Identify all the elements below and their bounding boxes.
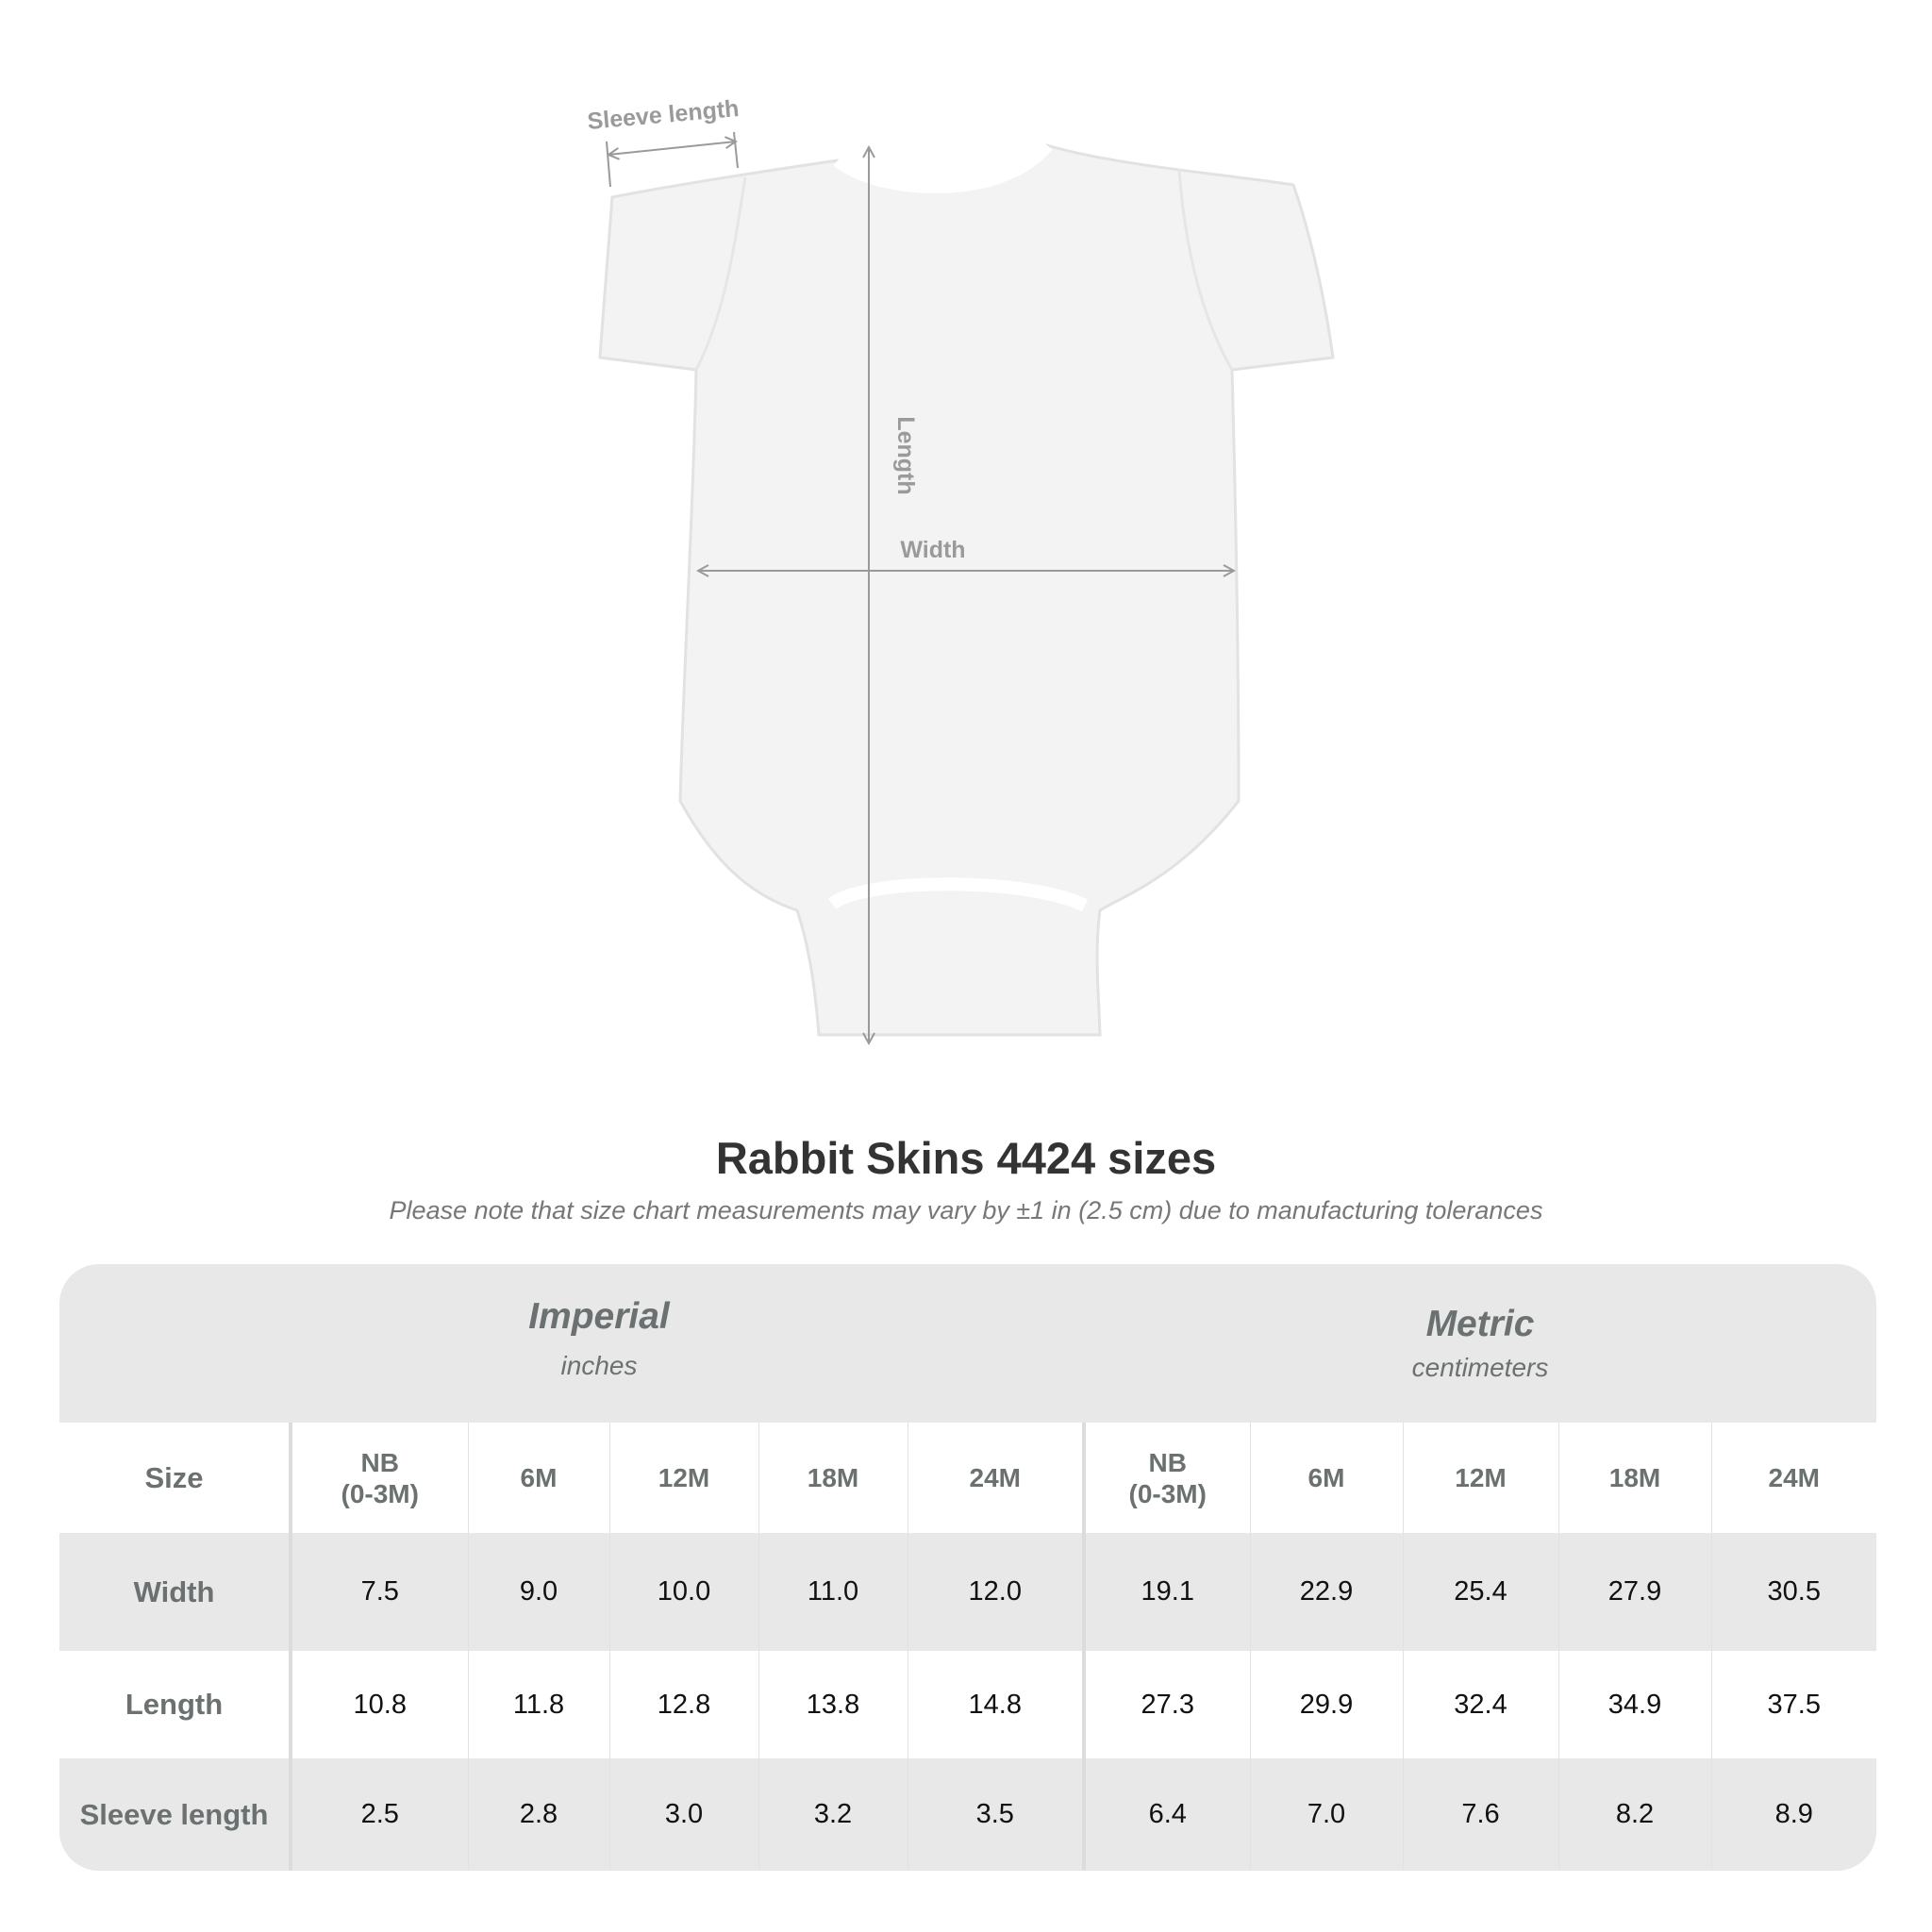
metric-value-cell: 25.4	[1402, 1533, 1558, 1651]
imperial-value-cell: 13.8	[758, 1651, 908, 1758]
size-header-row: Size NB (0-3M) 6M 12M 18M 24M NB (0-3M) 6M 12M 18…	[59, 1423, 1876, 1533]
imperial-value-cell: 3.0	[608, 1758, 758, 1871]
size-grid: Size NB (0-3M) 6M 12M 18M 24M NB (0-3M) 6M 12M 18…	[59, 1423, 1876, 1871]
imperial-value-cell: 10.0	[608, 1533, 758, 1651]
metric-size-1: 6M	[1249, 1423, 1403, 1533]
metric-value-cell: 29.9	[1249, 1651, 1403, 1758]
sleeve-length-arrow	[606, 131, 739, 188]
table-row: Width 7.5 9.0 10.0 11.0 12.0 19.1 22.9 25.4 27.9 3…	[59, 1533, 1876, 1651]
metric-value-cell: 34.9	[1557, 1651, 1711, 1758]
imperial-size-3: 18M	[758, 1423, 908, 1533]
table-row: Length 10.8 11.8 12.8 13.8 14.8 27.3 29.9 32.4 34…	[59, 1651, 1876, 1758]
sleeve-length-label: Sleeve length	[587, 95, 741, 135]
metric-size-3: 18M	[1557, 1423, 1711, 1533]
metric-value-cell: 27.3	[1082, 1651, 1250, 1758]
imperial-size-0: NB (0-3M)	[289, 1423, 468, 1533]
metric-unit: centimeters	[1411, 1353, 1549, 1382]
metric-value-cell: 37.5	[1710, 1651, 1876, 1758]
imperial-unit: inches	[560, 1351, 638, 1380]
metric-header: Metric centimeters	[1084, 1264, 1876, 1423]
metric-value-cell: 22.9	[1249, 1533, 1403, 1651]
row-label: Length	[59, 1651, 291, 1758]
onesie-garment	[598, 141, 1335, 1037]
row-label: Width	[59, 1533, 291, 1651]
metric-value-cell: 6.4	[1082, 1758, 1250, 1871]
metric-size-2: 12M	[1402, 1423, 1558, 1533]
metric-value-cell: 30.5	[1710, 1533, 1876, 1651]
imperial-header: Imperial inches	[291, 1264, 908, 1423]
imperial-value-cell: 14.8	[907, 1651, 1084, 1758]
imperial-value-cell: 3.5	[907, 1758, 1084, 1871]
imperial-value-cell: 12.0	[907, 1533, 1084, 1651]
width-label: Width	[900, 537, 965, 563]
imperial-size-4: 24M	[907, 1423, 1084, 1533]
metric-size-0: NB (0-3M)	[1082, 1423, 1250, 1533]
metric-value-cell: 32.4	[1402, 1651, 1558, 1758]
imperial-value-cell: 9.0	[467, 1533, 609, 1651]
imperial-value-cell: 12.8	[608, 1651, 758, 1758]
onesie-measurement-diagram: Sleeve length Length Width	[587, 95, 1335, 1085]
imperial-value-cell: 7.5	[289, 1533, 468, 1651]
imperial-value-cell: 11.0	[758, 1533, 908, 1651]
imperial-value-cell: 2.8	[467, 1758, 609, 1871]
length-label: Length	[892, 416, 919, 494]
imperial-size-2: 12M	[608, 1423, 758, 1533]
metric-value-cell: 8.9	[1710, 1758, 1876, 1871]
metric-value-cell: 7.6	[1402, 1758, 1558, 1871]
metric-value-cell: 8.2	[1557, 1758, 1711, 1871]
page-title: Rabbit Skins 4424 sizes	[715, 1133, 1217, 1183]
imperial-value-cell: 10.8	[289, 1651, 468, 1758]
metric-size-4: 24M	[1710, 1423, 1876, 1533]
tolerance-note: Please note that size chart measurements…	[389, 1196, 1543, 1224]
imperial-value-cell: 3.2	[758, 1758, 908, 1871]
row-label: Sleeve length	[59, 1758, 291, 1871]
imperial-title: Imperial	[528, 1296, 670, 1337]
imperial-value-cell: 2.5	[289, 1758, 468, 1871]
metric-title: Metric	[1425, 1304, 1535, 1344]
table-row: Sleeve length 2.5 2.8 3.0 3.2 3.5 6.4 7.0 7.6 8.2…	[59, 1758, 1876, 1871]
size-table: Imperial inches Metric centimeters Size N…	[59, 1264, 1876, 1871]
metric-value-cell: 7.0	[1249, 1758, 1403, 1871]
size-label: Size	[59, 1423, 291, 1533]
imperial-value-cell: 11.8	[467, 1651, 609, 1758]
imperial-size-1: 6M	[467, 1423, 609, 1533]
metric-value-cell: 19.1	[1082, 1533, 1250, 1651]
metric-value-cell: 27.9	[1557, 1533, 1711, 1651]
